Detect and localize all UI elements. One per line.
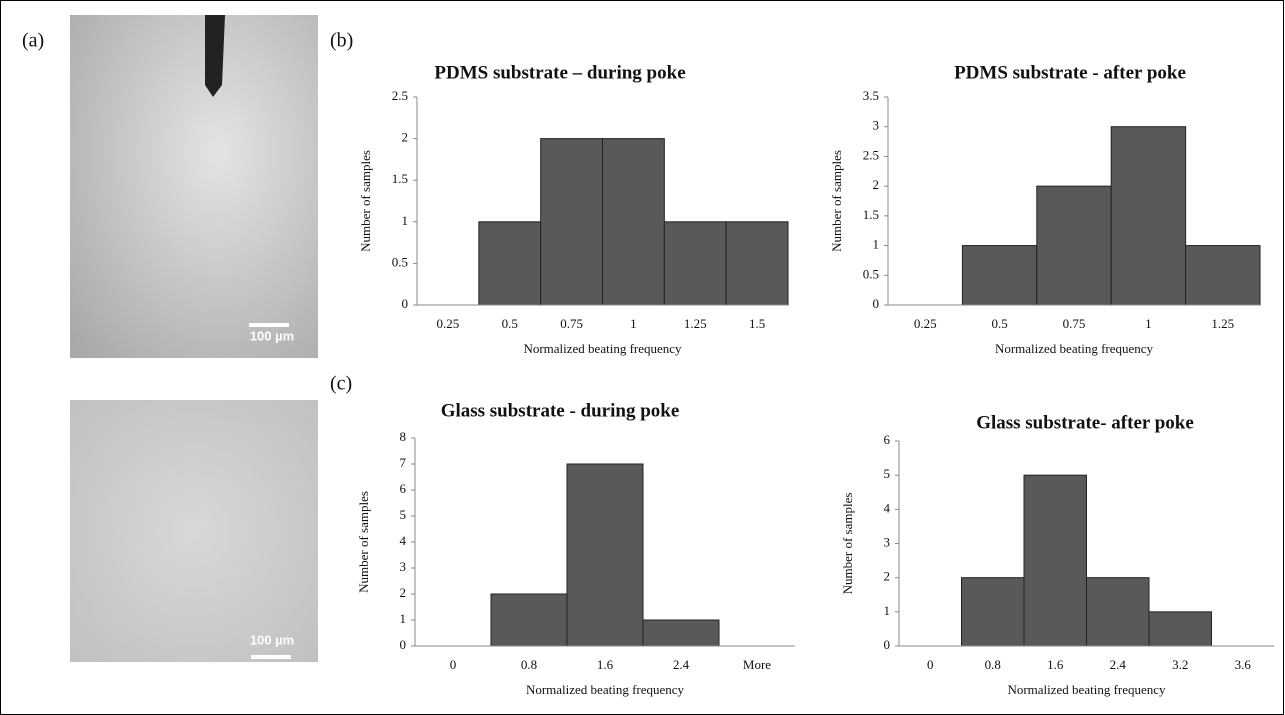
y-tick-label: 4 xyxy=(884,500,891,515)
y-tick-label: 3 xyxy=(873,118,880,133)
x-tick-label: 3.2 xyxy=(1172,657,1188,672)
y-tick-label: 3 xyxy=(400,559,407,574)
y-tick-label: 1 xyxy=(873,237,880,252)
y-tick-label: 5 xyxy=(400,507,407,522)
bar xyxy=(1086,577,1150,647)
y-axis-title: Number of samples xyxy=(829,150,844,252)
y-tick-label: 0.5 xyxy=(863,266,879,281)
y-tick-label: 2.5 xyxy=(392,88,408,103)
y-tick-label: 2 xyxy=(873,177,880,192)
chart-title: PDMS substrate - after poke xyxy=(954,62,1186,83)
y-tick-label: 0.5 xyxy=(392,254,408,269)
y-tick-label: 2 xyxy=(400,585,407,600)
bar xyxy=(1036,185,1112,306)
micrograph xyxy=(70,15,318,358)
x-tick-label: More xyxy=(743,657,771,672)
panel-label: (a) xyxy=(22,30,44,52)
bar xyxy=(566,463,644,647)
scale-label: 100 µm xyxy=(250,632,294,647)
scale-bar xyxy=(249,323,289,327)
x-tick-label: 0 xyxy=(450,657,457,672)
y-tick-label: 2 xyxy=(884,569,891,584)
x-axis-title: Normalized beating frequency xyxy=(1007,682,1166,697)
bar xyxy=(478,221,542,306)
x-axis-title: Normalized beating frequency xyxy=(995,341,1154,356)
bar xyxy=(490,593,568,647)
bar xyxy=(602,138,665,306)
y-tick-label: 6 xyxy=(884,432,891,447)
y-tick-label: 1 xyxy=(402,213,409,228)
micrograph xyxy=(70,400,318,662)
bar xyxy=(961,577,1025,647)
x-tick-label: 0.75 xyxy=(1063,316,1086,331)
y-tick-label: 7 xyxy=(400,455,407,470)
y-axis-title: Number of samples xyxy=(840,493,855,595)
bar xyxy=(1110,126,1187,306)
bar xyxy=(1023,474,1087,647)
x-tick-label: 0.25 xyxy=(437,316,460,331)
x-tick-label: 0.8 xyxy=(985,657,1001,672)
y-tick-label: 0 xyxy=(884,637,891,652)
x-tick-label: 1.25 xyxy=(684,316,707,331)
probe xyxy=(205,15,225,97)
x-tick-label: 0.75 xyxy=(560,316,583,331)
x-tick-label: 0.8 xyxy=(521,657,537,672)
x-tick-label: 0.5 xyxy=(502,316,518,331)
x-tick-label: 1 xyxy=(630,316,637,331)
chart-title: Glass substrate- after poke xyxy=(976,412,1194,433)
y-tick-label: 3.5 xyxy=(863,88,879,103)
bar xyxy=(663,221,727,306)
bar xyxy=(540,138,604,306)
bar xyxy=(1185,245,1261,306)
x-tick-label: 0 xyxy=(927,657,934,672)
bar xyxy=(961,245,1038,306)
x-tick-label: 2.4 xyxy=(673,657,690,672)
scale-label: 100 µm xyxy=(250,328,294,343)
x-tick-label: 2.4 xyxy=(1110,657,1127,672)
y-axis-title: Number of samples xyxy=(356,491,371,593)
bar xyxy=(642,619,720,647)
bar xyxy=(1148,611,1212,647)
y-tick-label: 0 xyxy=(400,637,407,652)
x-tick-label: 3.6 xyxy=(1235,657,1252,672)
x-tick-label: 1.25 xyxy=(1211,316,1234,331)
y-tick-label: 2.5 xyxy=(863,147,879,162)
panel-label: (b) xyxy=(330,30,353,52)
y-tick-label: 6 xyxy=(400,481,407,496)
chart-title: PDMS substrate – during poke xyxy=(434,62,685,83)
x-tick-label: 1.6 xyxy=(597,657,614,672)
bar xyxy=(725,221,789,306)
y-tick-label: 4 xyxy=(400,533,407,548)
y-tick-label: 1 xyxy=(400,611,407,626)
x-tick-label: 1.5 xyxy=(749,316,765,331)
y-tick-label: 5 xyxy=(884,466,891,481)
x-tick-label: 0.25 xyxy=(914,316,937,331)
x-tick-label: 1 xyxy=(1145,316,1152,331)
scale-bar xyxy=(251,655,291,659)
y-tick-label: 8 xyxy=(400,429,407,444)
y-tick-label: 1.5 xyxy=(392,171,408,186)
x-tick-label: 0.5 xyxy=(991,316,1007,331)
y-tick-label: 0 xyxy=(873,296,880,311)
x-tick-label: 1.6 xyxy=(1047,657,1064,672)
y-tick-label: 3 xyxy=(884,534,891,549)
y-axis-title: Number of samples xyxy=(358,150,373,252)
x-axis-title: Normalized beating frequency xyxy=(526,682,685,697)
y-tick-label: 0 xyxy=(402,296,409,311)
panel-label: (c) xyxy=(330,373,352,395)
chart-title: Glass substrate - during poke xyxy=(441,400,680,421)
x-axis-title: Normalized beating frequency xyxy=(523,341,682,356)
y-tick-label: 1.5 xyxy=(863,207,879,222)
y-tick-label: 1 xyxy=(884,603,891,618)
y-tick-label: 2 xyxy=(402,130,409,145)
